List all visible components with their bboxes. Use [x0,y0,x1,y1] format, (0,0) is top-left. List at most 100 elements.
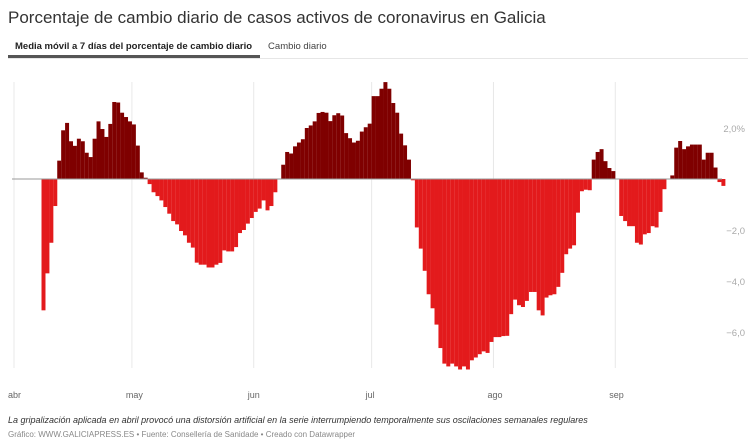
bars [41,82,726,370]
bar-08-08 [520,179,525,308]
bar-06-27 [355,140,360,179]
y-tick-label: −4,0 [726,277,745,288]
chart-source: Gráfico: WWW.GALICIAPRESS.ES • Fuente: C… [8,430,356,439]
bar-08-25 [587,179,592,191]
bar-08-12 [536,179,541,311]
bar-08-30 [607,168,612,179]
tab-moving-average[interactable]: Media móvil a 7 días del porcentaje de c… [8,38,261,58]
bar-06-25 [348,138,353,179]
bar-05-13 [179,179,184,232]
bar-08-22 [575,179,580,213]
bar-09-24 [705,152,710,180]
bar-09-10 [650,179,655,227]
bar-08-31 [611,171,616,179]
bar-04-26 [112,101,117,179]
bar-06-19 [324,112,329,179]
bar-04-18 [80,141,85,179]
bar-09-13 [662,179,667,190]
bar-07-02 [375,96,380,180]
bar-06-29 [363,127,368,179]
bar-09-06 [634,179,639,243]
bar-06-02 [257,179,262,209]
bar-07-20 [446,179,451,367]
bar-04-24 [104,136,109,179]
bar-08-02 [497,179,502,338]
bar-08-11 [532,179,537,292]
bar-07-29 [481,179,486,352]
bar-04-20 [88,157,93,179]
bar-06-12 [296,142,301,179]
bar-06-10 [289,153,294,179]
bar-08-23 [579,179,584,192]
bar-09-27 [717,179,722,183]
chart-title: Porcentaje de cambio diario de casos act… [8,8,546,27]
x-tick-label: abr [8,390,21,400]
bar-04-21 [92,138,97,179]
bar-09-11 [654,179,659,228]
bar-08-21 [572,179,577,246]
chart-note: La gripalización aplicada en abril provo… [8,415,588,425]
bar-08-06 [513,179,518,300]
bar-04-10 [49,179,54,243]
bar-07-21 [450,179,455,364]
bar-05-18 [198,179,203,265]
bar-05-10 [167,179,172,214]
bar-05-01 [131,124,136,179]
bar-09-17 [678,141,683,179]
bar-04-12 [57,160,62,179]
bar-06-14 [304,128,309,179]
tab-daily-change[interactable]: Cambio diario [268,41,327,52]
bar-05-09 [163,179,168,208]
bar-08-07 [517,179,522,306]
bar-05-16 [190,179,195,248]
bar-06-30 [367,123,372,179]
bar-06-03 [261,179,266,201]
bar-04-27 [116,102,121,179]
bar-09-04 [627,179,632,227]
bar-09-09 [646,179,651,234]
bar-07-05 [387,88,392,179]
bar-06-23 [340,115,345,179]
bar-09-18 [682,149,687,179]
bar-05-23 [218,179,223,263]
bar-05-03 [139,172,144,179]
bar-08-19 [564,179,569,255]
bar-04-11 [53,179,58,207]
bar-08-04 [505,179,510,336]
bar-07-19 [442,179,447,364]
bar-09-03 [623,179,628,222]
bar-08-09 [524,179,529,301]
bar-07-15 [426,179,431,295]
bar-04-14 [65,122,70,179]
bar-04-08 [41,179,46,311]
bar-09-22 [697,144,702,179]
bar-06-05 [269,179,274,207]
bar-06-28 [359,131,364,179]
bar-05-26 [230,179,235,252]
bar-07-07 [395,112,400,179]
x-tick-label: may [126,390,144,400]
bar-05-15 [186,179,191,243]
bar-04-16 [72,145,77,179]
bar-07-16 [430,179,435,309]
bar-06-17 [316,112,321,179]
y-tick-label: −6,0 [726,328,745,339]
bar-07-24 [462,179,466,367]
bar-09-05 [631,179,635,227]
bar-09-07 [638,179,643,245]
bar-05-02 [135,145,140,179]
bar-06-22 [336,113,341,179]
bar-07-11 [410,179,415,181]
bar-07-18 [438,179,443,349]
bar-07-06 [391,103,396,179]
x-tick-label: sep [609,390,624,400]
bar-09-26 [713,167,718,179]
bar-05-17 [194,179,199,263]
bar-08-24 [583,179,588,190]
bar-06-26 [351,142,356,179]
bar-04-22 [96,121,101,179]
bar-04-19 [84,152,89,180]
bar-07-27 [473,179,478,358]
bar-08-01 [493,179,498,338]
bar-05-27 [234,179,239,248]
